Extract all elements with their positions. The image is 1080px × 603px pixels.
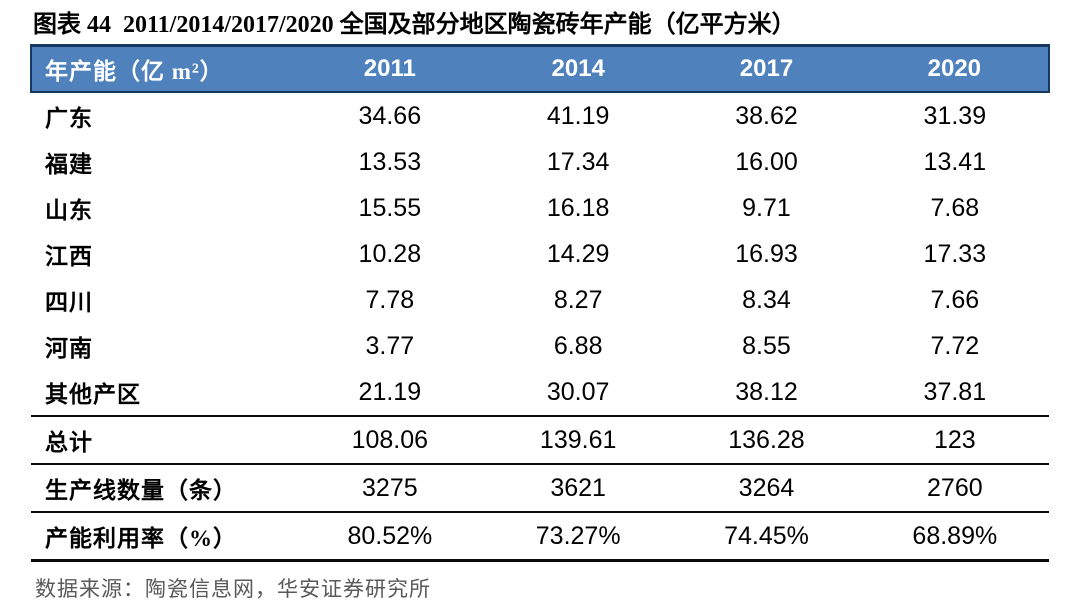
region-row: 广东 34.66 41.19 38.62 31.39 — [31, 92, 1049, 139]
figure-title: 图表 44 2011/2014/2017/2020 全国及部分地区陶瓷砖年产能（… — [33, 12, 796, 38]
value-cell: 13.41 — [923, 147, 987, 176]
summary-row: 总计 108.06 139.61 136.28 123 — [31, 416, 1049, 465]
summary-rows: 总计 108.06 139.61 136.28 123 生产线数量（条） 3275 3621 3… — [31, 416, 1049, 562]
header-row: 年产能（亿 m²） 2011 2014 2017 2020 — [30, 44, 1051, 93]
value-cell: 108.06 — [295, 416, 484, 465]
value-cell: 14.29 — [546, 239, 610, 268]
value-cell: 3264 — [672, 464, 861, 513]
row-label: 四川 — [45, 290, 93, 315]
table-header: 年产能（亿 m²） 2011 2014 2017 2020 — [30, 44, 1051, 93]
value-cell: 73.27% — [484, 512, 673, 562]
value-cell: 10.28 — [358, 239, 422, 268]
capacity-table: 年产能（亿 m²） 2011 2014 2017 2020 广东 34.66 41.… — [30, 44, 1051, 562]
region-rows: 广东 34.66 41.19 38.62 31.39 福建 13.53 17.34 16.00 1… — [31, 92, 1049, 417]
region-row: 江西 10.28 14.29 16.93 17.33 — [31, 231, 1049, 277]
value-cell: 3.77 — [365, 331, 415, 360]
region-row: 福建 13.53 17.34 16.00 13.41 — [31, 139, 1049, 185]
row-label: 福建 — [45, 152, 93, 177]
value-cell: 15.55 — [358, 193, 422, 222]
header-unit-label: 年产能（亿 m²） — [30, 44, 296, 93]
region-row: 四川 7.78 8.27 8.34 7.66 — [31, 277, 1049, 323]
value-cell: 3275 — [295, 464, 484, 513]
value-cell: 8.27 — [553, 285, 603, 314]
header-year-2014: 2014 — [484, 44, 673, 93]
value-cell: 7.78 — [365, 285, 415, 314]
row-label: 产能利用率（%） — [31, 512, 296, 562]
header-year-2020: 2020 — [860, 44, 1051, 93]
value-cell: 16.00 — [735, 147, 798, 176]
value-cell: 8.55 — [742, 331, 791, 360]
value-cell: 34.66 — [358, 101, 422, 130]
value-cell: 41.19 — [546, 101, 610, 130]
value-cell: 6.88 — [553, 331, 603, 360]
value-cell: 2760 — [860, 464, 1049, 513]
value-cell: 30.07 — [484, 369, 673, 417]
value-cell: 74.45% — [672, 512, 861, 562]
value-cell: 13.53 — [358, 147, 422, 176]
value-cell: 37.81 — [860, 369, 1049, 417]
value-cell: 80.52% — [295, 512, 484, 562]
value-cell: 9.71 — [742, 193, 791, 222]
value-cell: 3621 — [484, 464, 673, 513]
value-cell: 139.61 — [484, 416, 673, 465]
row-label: 山东 — [45, 198, 93, 223]
value-cell: 123 — [860, 416, 1049, 465]
row-label: 总计 — [31, 416, 296, 465]
row-label: 广东 — [45, 106, 93, 131]
header-year-2011: 2011 — [295, 44, 484, 93]
data-source-note: 数据来源：陶瓷信息网，华安证券研究所 — [35, 577, 431, 601]
value-cell: 31.39 — [923, 101, 987, 130]
region-row: 其他产区 21.19 30.07 38.12 37.81 — [31, 369, 1049, 417]
value-cell: 7.72 — [930, 331, 980, 360]
value-cell: 38.12 — [672, 369, 861, 417]
value-cell: 8.34 — [742, 285, 791, 314]
value-cell: 136.28 — [672, 416, 861, 465]
header-year-2017: 2017 — [672, 44, 861, 93]
value-cell: 21.19 — [295, 369, 484, 417]
row-label: 河南 — [45, 336, 93, 361]
value-cell: 7.68 — [930, 193, 980, 222]
value-cell: 38.62 — [735, 101, 798, 130]
value-cell: 16.93 — [735, 239, 798, 268]
summary-row: 生产线数量（条） 3275 3621 3264 2760 — [31, 464, 1049, 513]
row-label: 其他产区 — [31, 369, 296, 417]
region-row: 山东 15.55 16.18 9.71 7.68 — [31, 185, 1049, 231]
value-cell: 68.89% — [860, 512, 1049, 562]
row-label: 江西 — [45, 244, 93, 269]
summary-row: 产能利用率（%） 80.52% 73.27% 74.45% 68.89% — [31, 512, 1049, 562]
region-row: 河南 3.77 6.88 8.55 7.72 — [31, 323, 1049, 369]
value-cell: 7.66 — [930, 285, 980, 314]
value-cell: 16.18 — [546, 193, 610, 222]
value-cell: 17.33 — [923, 239, 987, 268]
value-cell: 17.34 — [546, 147, 610, 176]
row-label: 生产线数量（条） — [31, 464, 296, 513]
